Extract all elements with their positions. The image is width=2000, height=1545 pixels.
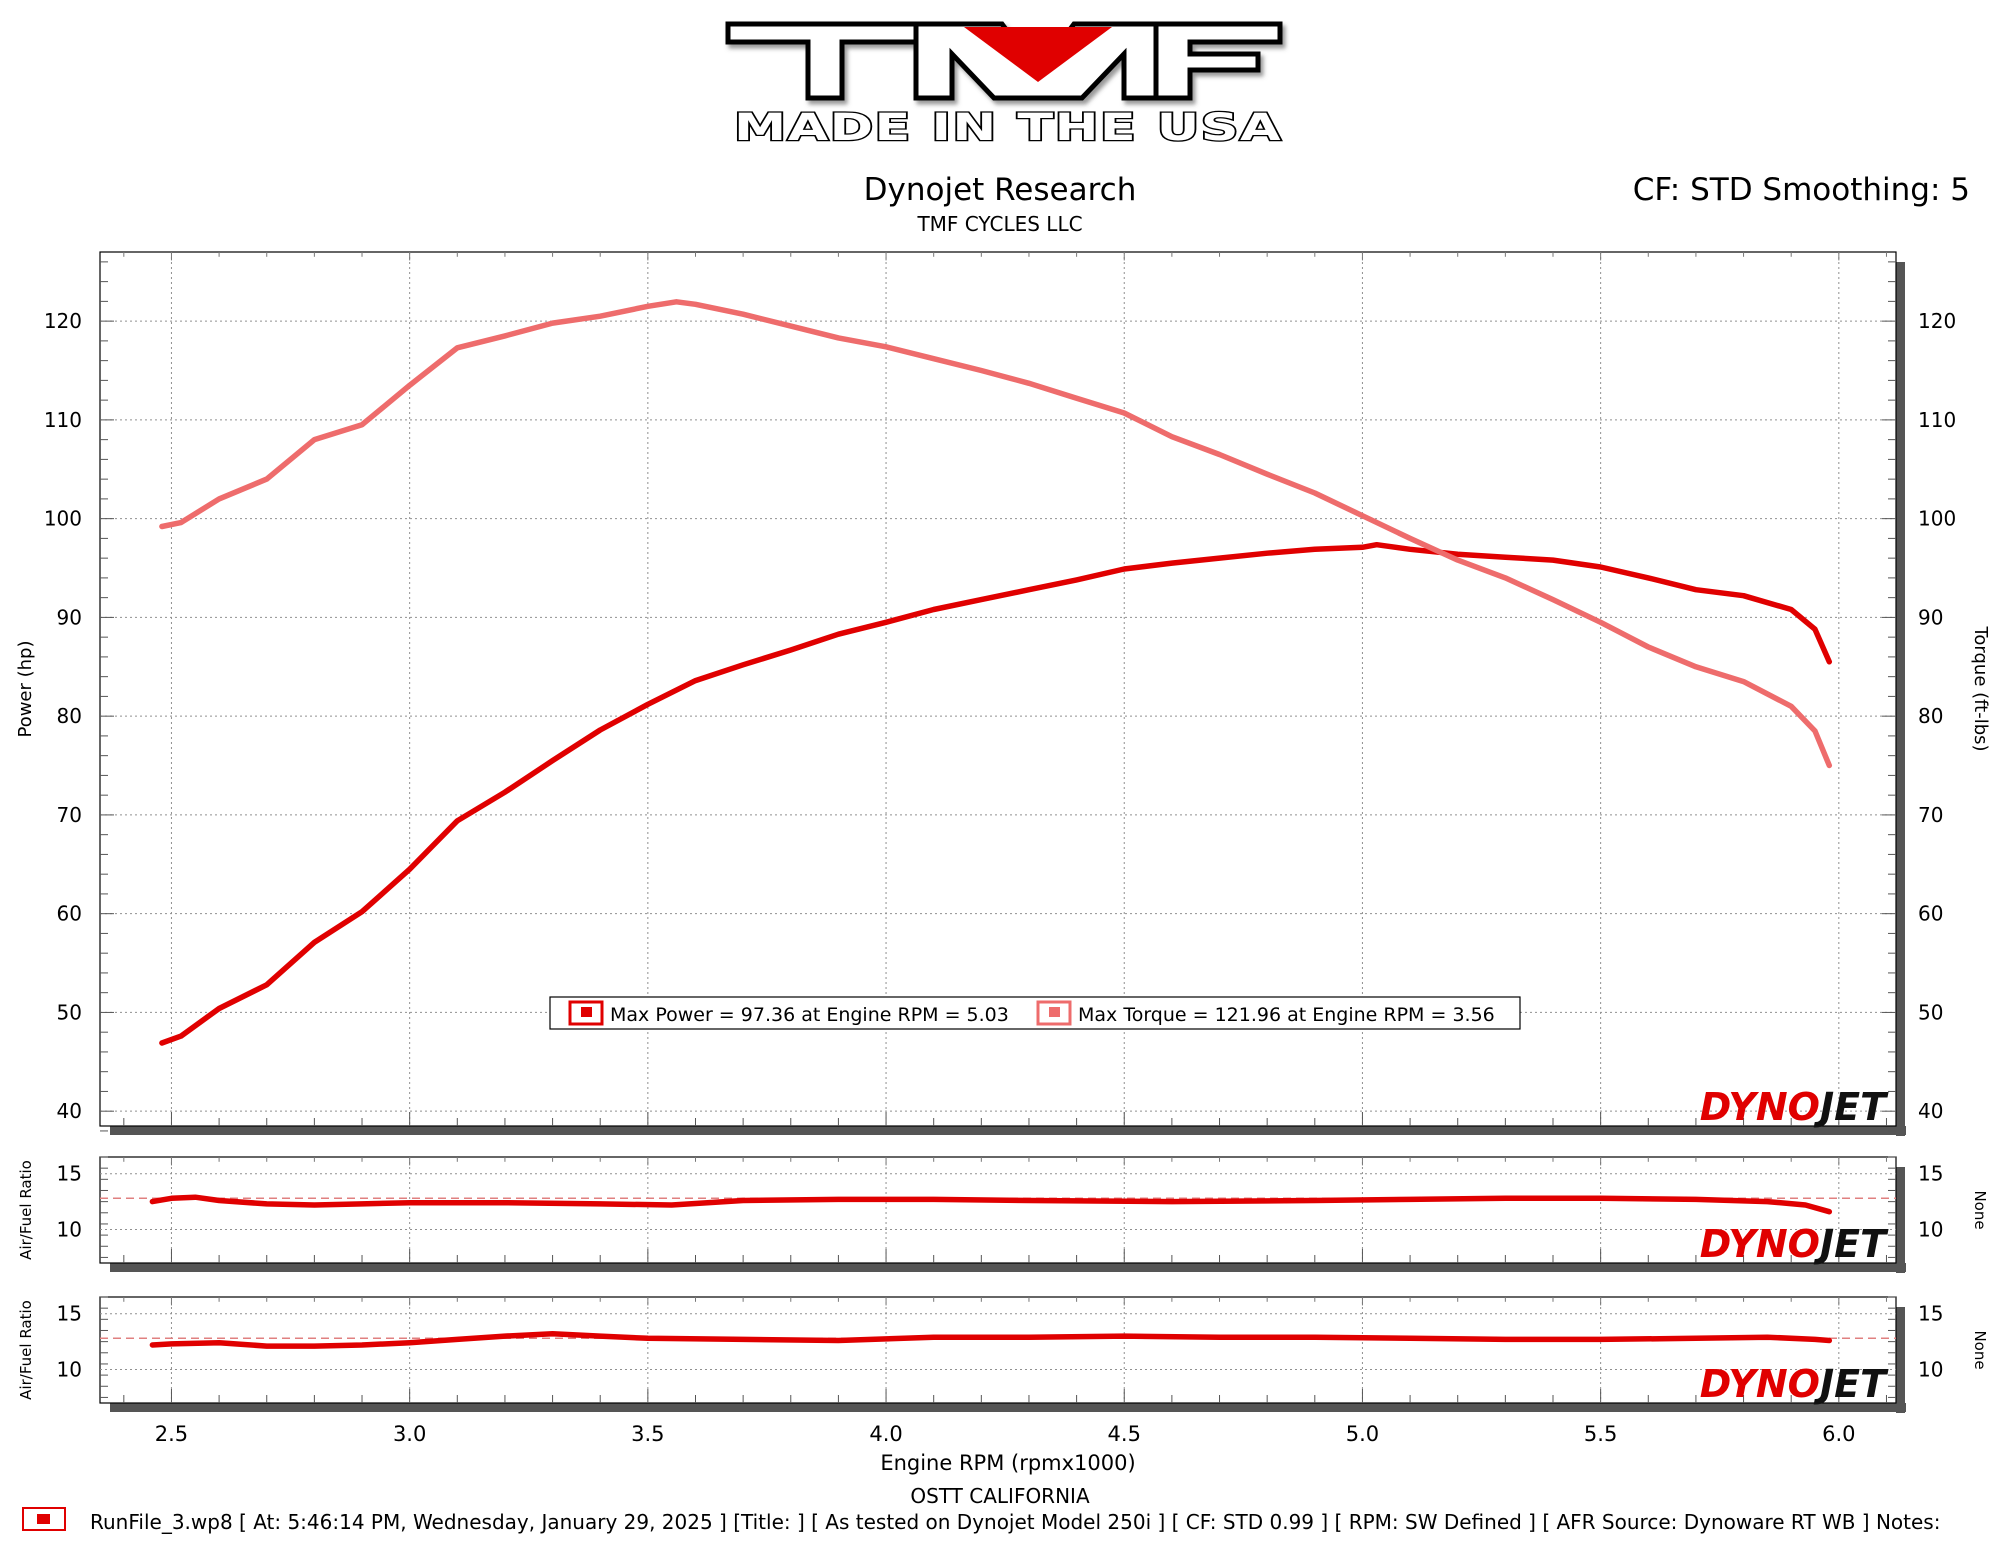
y-tick-label-left: 10 [57, 1218, 82, 1242]
x-tick-label: 5.0 [1346, 1422, 1379, 1446]
x-tick-label: 6.0 [1822, 1422, 1855, 1446]
y-tick-label-right: 100 [1918, 507, 1956, 531]
y-tick-label-left: 50 [57, 1000, 82, 1024]
panel-shadow-bottom [110, 1126, 1906, 1135]
afr-curve [149, 1331, 1833, 1349]
y-tick-label-left: 60 [57, 902, 82, 926]
y-tick-label-right: 40 [1918, 1099, 1943, 1123]
y-tick-label-left: 40 [57, 1099, 82, 1123]
panel-frame [99, 1156, 1897, 1264]
panel-frame [99, 251, 1897, 1127]
y-axis-label-right: None [1971, 1190, 1989, 1229]
x-tick-label: 4.0 [869, 1422, 902, 1446]
power-curve [159, 541, 1833, 1046]
tmf-logo: MADE IN THE USA [720, 18, 1290, 150]
panel-shadow-right [1896, 1307, 1905, 1413]
x-tick-label: 5.5 [1584, 1422, 1617, 1446]
y-tick-label-left: 15 [57, 1302, 82, 1326]
y-tick-label-right: 80 [1918, 704, 1943, 728]
panel-shadow-bottom [110, 1403, 1906, 1412]
legend-torque-label: Max Torque = 121.96 at Engine RPM = 3.56 [1078, 1004, 1495, 1026]
afr-curve [149, 1194, 1833, 1215]
y-tick-label-right: 10 [1918, 1218, 1943, 1242]
logo-tagline: MADE IN THE USA [734, 106, 1282, 148]
chart-panel-1: 40 40 50 50 60 60 70 70 80 80 90 90 100 100 110 110 120 1… [15, 251, 1991, 1136]
panel-shadow-right [1896, 1167, 1905, 1273]
y-tick-label-right: 70 [1918, 803, 1943, 827]
chart-legend: Max Power = 97.36 at Engine RPM = 5.03 Ma… [549, 996, 1521, 1030]
y-axis-label-left: Power (hp) [15, 640, 36, 737]
y-tick-label-right: 60 [1918, 902, 1943, 926]
y-tick-label-left: 120 [44, 309, 82, 333]
y-tick-label-right: 15 [1918, 1302, 1943, 1326]
chart-panel-3: 10 10 15 15 Air/Fuel Ratio None DYNOJET [17, 1296, 1989, 1413]
x-tick-label: 3.5 [631, 1422, 664, 1446]
legend-power-label: Max Power = 97.36 at Engine RPM = 5.03 [610, 1004, 1009, 1026]
x-tick-label: 3.0 [393, 1422, 426, 1446]
y-tick-label-left: 110 [44, 408, 82, 432]
y-axis-label-left: Air/Fuel Ratio [17, 1160, 35, 1260]
tmf-logo-graphic: MADE IN THE USA [725, 21, 1283, 150]
y-tick-label-right: 120 [1918, 309, 1956, 333]
location-label: OSTT CALIFORNIA [910, 1484, 1090, 1508]
chart-panel-2: 10 10 15 15 Air/Fuel Ratio None DYNOJET [17, 1156, 1989, 1273]
chart-subtitle: TMF CYCLES LLC [917, 212, 1083, 236]
y-axis-label-right: Torque (ft-lbs) [1970, 625, 1991, 751]
x-tick-label: 4.5 [1108, 1422, 1141, 1446]
legend-box [549, 996, 1521, 1030]
y-tick-label-left: 90 [57, 605, 82, 629]
chart-title: Dynojet Research [863, 172, 1137, 208]
torque-curve [159, 299, 1833, 769]
y-axis-label-left: Air/Fuel Ratio [17, 1300, 35, 1400]
y-tick-label-right: 50 [1918, 1000, 1943, 1024]
y-tick-label-left: 15 [57, 1162, 82, 1186]
legend-torque-swatch-fill [1049, 1007, 1060, 1017]
dynojet-watermark: DYNOJET [1700, 1222, 1889, 1266]
y-tick-label-left: 100 [44, 507, 82, 531]
dynojet-watermark: DYNOJET [1700, 1362, 1889, 1406]
y-tick-label-right: 15 [1918, 1162, 1943, 1186]
x-tick-label: 2.5 [155, 1422, 188, 1446]
y-tick-label-left: 10 [57, 1358, 82, 1382]
dynojet-watermark: DYNOJET [1700, 1085, 1889, 1129]
x-axis-label: Engine RPM (rpmx1000) [880, 1451, 1135, 1475]
y-tick-label-left: 80 [57, 704, 82, 728]
run-info-text: RunFile_3.wp8 [ At: 5:46:14 PM, Wednesda… [90, 1510, 1941, 1534]
y-tick-label-right: 90 [1918, 605, 1943, 629]
panel-shadow-bottom [110, 1263, 1906, 1272]
panel-shadow-right [1896, 262, 1905, 1136]
y-tick-label-left: 70 [57, 803, 82, 827]
y-tick-label-right: 110 [1918, 408, 1956, 432]
y-tick-label-right: 10 [1918, 1358, 1943, 1382]
panel-frame [99, 1296, 1897, 1404]
legend-power-swatch-fill [581, 1007, 592, 1017]
correction-factor-info: CF: STD Smoothing: 5 [1632, 172, 1970, 208]
y-axis-label-right: None [1971, 1330, 1989, 1369]
run-legend-swatch[interactable] [22, 1507, 66, 1531]
